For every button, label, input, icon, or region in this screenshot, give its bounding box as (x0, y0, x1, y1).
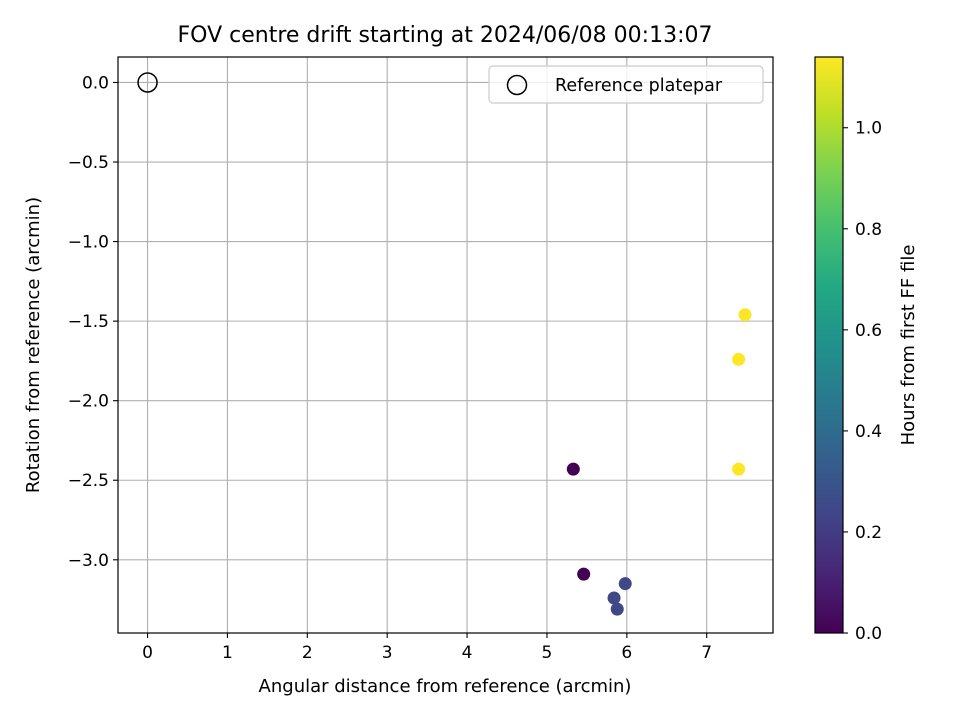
plot-frame (117, 56, 774, 634)
colorbar-tick-label: 1.0 (855, 119, 882, 139)
data-point (732, 462, 746, 476)
x-tick-label: 0 (142, 643, 153, 663)
colorbar-label: Hours from first FF file (898, 245, 919, 446)
colorbar-tick-label: 0.2 (855, 523, 882, 543)
colorbar-frame (814, 56, 844, 634)
data-point (566, 462, 580, 476)
y-axis-ticks: 0.0 −0.5 −1.0 −1.5 −2.0 −2.5 −3.0 (68, 73, 118, 571)
y-tick-label: −2.0 (68, 392, 109, 412)
legend-box (488, 65, 764, 104)
data-point (610, 602, 624, 616)
y-tick-label: −1.0 (68, 233, 109, 253)
data-point (618, 577, 632, 591)
colorbar-tick-label: 0.6 (855, 321, 882, 341)
grid-lines (118, 57, 773, 633)
chart-title: FOV centre drift starting at 2024/06/08 … (178, 23, 713, 48)
colorbar-gradient (815, 57, 843, 633)
colorbar-tick-label: 0.0 (855, 624, 882, 644)
x-tick-label: 6 (621, 643, 632, 663)
colorbar-tick-label: 0.4 (855, 422, 882, 442)
colorbar-ticks: 0.0 0.2 0.4 0.6 0.8 1.0 (843, 119, 882, 644)
legend: Reference platepar (488, 65, 764, 104)
y-tick-label: −0.5 (68, 153, 109, 173)
reference-point (137, 72, 158, 93)
x-tick-label: 1 (222, 643, 233, 663)
x-axis-ticks: 0 1 2 3 4 5 6 7 (142, 633, 712, 663)
y-axis-label: Rotation from reference (arcmin) (23, 197, 44, 493)
colorbar-tick-label: 0.8 (855, 220, 882, 240)
data-point (577, 567, 591, 581)
data-point (607, 591, 621, 605)
x-tick-label: 7 (701, 643, 712, 663)
data-points (137, 72, 752, 616)
x-axis-label: Angular distance from reference (arcmin) (259, 676, 632, 697)
data-point (738, 308, 752, 322)
legend-marker-open-circle (506, 74, 528, 96)
x-tick-label: 3 (382, 643, 393, 663)
colorbar: 0.0 0.2 0.4 0.6 0.8 1.0 Hours from first FF f… (814, 56, 919, 644)
y-tick-label: −2.5 (68, 471, 109, 491)
x-tick-label: 4 (462, 643, 473, 663)
y-tick-label: −3.0 (68, 551, 109, 571)
y-tick-label: 0.0 (82, 73, 109, 93)
y-tick-label: −1.5 (68, 312, 109, 332)
x-tick-label: 5 (542, 643, 553, 663)
legend-label: Reference platepar (555, 76, 723, 96)
data-point (732, 352, 746, 366)
x-tick-label: 2 (302, 643, 313, 663)
